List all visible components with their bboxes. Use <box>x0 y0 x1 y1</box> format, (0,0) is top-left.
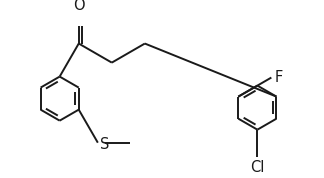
Text: O: O <box>73 0 85 13</box>
Text: F: F <box>274 70 283 85</box>
Text: Cl: Cl <box>250 160 265 175</box>
Text: S: S <box>100 137 109 152</box>
